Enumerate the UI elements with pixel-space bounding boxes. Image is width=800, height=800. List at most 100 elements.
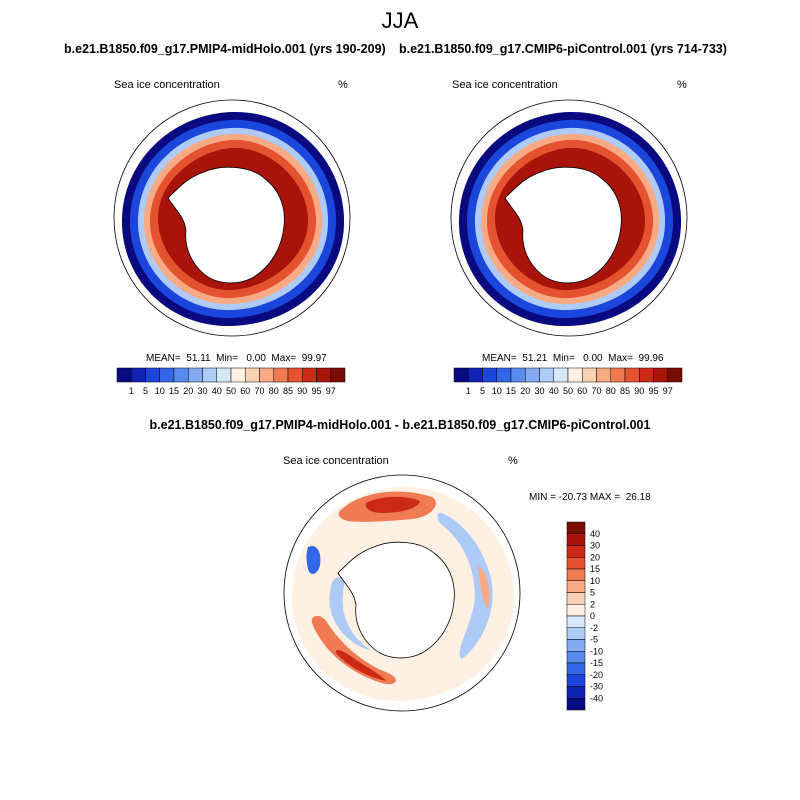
- panel2-colorbar-tick-label: 95: [648, 386, 658, 396]
- panel1-colorbar-tick-label: 97: [326, 386, 336, 396]
- panel1-colorbar: 1 5 10 15 20 30 40 50 60 70 80 85 90 95 97: [116, 367, 346, 396]
- panel1-colorbar-tick-label: 60: [240, 386, 250, 396]
- diff-strong-positive-north: [365, 496, 420, 513]
- difference-colorbar-swatch: [566, 651, 586, 664]
- panel1-colorbar-swatch: [287, 367, 303, 383]
- difference-colorbar-swatch: [566, 580, 586, 593]
- difference-colorbar-swatch: [566, 615, 586, 628]
- panel2-colorbar-tick-label: 60: [577, 386, 587, 396]
- panel1-colorbar-swatch: [216, 367, 232, 383]
- panel2-title: b.e21.B1850.f09_g17.CMIP6-piControl.001 …: [399, 42, 727, 56]
- panel1-colorbar-tick-label: 90: [297, 386, 307, 396]
- panel2-colorbar-swatch: [653, 367, 668, 383]
- difference-colorbar-tick-label: 15: [590, 564, 600, 574]
- difference-variable-label: Sea ice concentration: [283, 455, 389, 467]
- difference-colorbar-swatch: [566, 545, 586, 558]
- panel2-colorbar-tick-label: 70: [591, 386, 601, 396]
- panel2-polar-map: [450, 99, 688, 337]
- difference-colorbar-swatch: [566, 604, 586, 617]
- difference-colorbar-swatch: [566, 686, 586, 699]
- difference-colorbar-tick-label: -40: [590, 693, 603, 703]
- difference-colorbar-tick-label: 20: [590, 552, 600, 562]
- panel1-colorbar-tick-label: 40: [212, 386, 222, 396]
- panel1-colorbar-swatch: [230, 367, 246, 383]
- difference-colorbar-tick-label: -2: [590, 623, 598, 633]
- panel2-colorbar-swatch: [667, 367, 683, 383]
- difference-colorbar-swatch: [566, 639, 586, 652]
- panel2-variable-label: Sea ice concentration: [452, 79, 558, 91]
- difference-colorbar-swatch: [566, 674, 586, 687]
- panel2-colorbar-swatch: [453, 367, 469, 383]
- panel1-units-label: %: [338, 79, 348, 91]
- difference-colorbar-tick-label: -5: [590, 635, 598, 645]
- panel2-colorbar-swatch: [510, 367, 526, 383]
- difference-colorbar-swatch: [566, 557, 586, 570]
- difference-minmax: MIN = -20.73 MAX = 26.18: [529, 492, 651, 503]
- difference-colorbar-tick-label: -30: [590, 682, 603, 692]
- difference-colorbar-swatch: [566, 662, 586, 675]
- antarctica-landmass: [337, 541, 455, 659]
- diff-negative-anomaly-east: [437, 512, 493, 659]
- panel1-polar-map: [113, 99, 351, 337]
- panel1-colorbar-tick-label: 95: [311, 386, 321, 396]
- panel2-colorbar-tick-label: 10: [492, 386, 502, 396]
- panel2-colorbar-tick-label: 90: [634, 386, 644, 396]
- panel2-colorbar-swatch: [553, 367, 569, 383]
- panel1-colorbar-tick-label: 80: [269, 386, 279, 396]
- panel2-colorbar-tick-label: 80: [606, 386, 616, 396]
- panel2-colorbar-swatch: [624, 367, 640, 383]
- panel2-units-label: %: [677, 79, 687, 91]
- panel2-colorbar-swatch: [596, 367, 611, 383]
- difference-colorbar-swatch: [566, 568, 586, 581]
- difference-colorbar-tick-label: -15: [590, 658, 603, 668]
- panel2-colorbar-swatch: [582, 367, 597, 383]
- panel2-colorbar-tick-label: 85: [620, 386, 630, 396]
- difference-colorbar-tick-label: -20: [590, 670, 603, 680]
- panel2-stats: MEAN= 51.21 Min= 0.00 Max= 99.96: [482, 353, 664, 364]
- panel2-colorbar-swatch: [525, 367, 540, 383]
- panel2-colorbar-swatch: [639, 367, 654, 383]
- difference-colorbar-tick-label: 30: [590, 541, 600, 551]
- difference-colorbar-tick-label: 2: [590, 599, 595, 609]
- panel2-colorbar-tick-label: 20: [520, 386, 530, 396]
- difference-colorbar-swatch: [566, 698, 586, 711]
- panel1-title: b.e21.B1850.f09_g17.PMIP4-midHolo.001 (y…: [64, 42, 386, 56]
- panel1-colorbar-tick-label: 70: [254, 386, 264, 396]
- panel2-colorbar-swatch: [610, 367, 626, 383]
- panel2-colorbar-swatch: [482, 367, 497, 383]
- panel2-colorbar-tick-label: 5: [480, 386, 485, 396]
- difference-colorbar-swatch: [566, 592, 586, 605]
- panel2-colorbar-tick-label: 30: [534, 386, 544, 396]
- panel1-colorbar-tick-label: 85: [283, 386, 293, 396]
- panel1-colorbar-swatch: [273, 367, 289, 383]
- panel1-colorbar-swatch: [116, 367, 132, 383]
- panel2-colorbar-tick-label: 15: [506, 386, 516, 396]
- panel2-colorbar-tick-label: 1: [466, 386, 471, 396]
- season-title: JJA: [381, 8, 419, 33]
- panel1-variable-label: Sea ice concentration: [114, 79, 220, 91]
- diff-strong-positive-south: [335, 650, 386, 681]
- panel1-stats: MEAN= 51.11 Min= 0.00 Max= 99.97: [146, 353, 327, 364]
- difference-colorbar-tick-label: 5: [590, 588, 595, 598]
- difference-colorbar-tick-label: 0: [590, 611, 595, 621]
- difference-colorbar-swatch: [566, 627, 586, 640]
- panel1-colorbar-swatch: [316, 367, 331, 383]
- difference-title: b.e21.B1850.f09_g17.PMIP4-midHolo.001 - …: [149, 418, 651, 432]
- antarctica-landmass: [504, 166, 622, 284]
- antarctica-landmass: [167, 166, 285, 284]
- difference-polar-map: [283, 474, 521, 712]
- difference-colorbar-swatch: [566, 521, 586, 534]
- panel2-colorbar-tick-label: 97: [663, 386, 673, 396]
- difference-colorbar-tick-label: 10: [590, 576, 600, 586]
- panel1-colorbar-swatch: [302, 367, 317, 383]
- panel1-colorbar-tick-label: 30: [197, 386, 207, 396]
- panel1-colorbar-swatch: [330, 367, 346, 383]
- panel2-colorbar: 1 5 10 15 20 30 40 50 60 70 80 85 90 95 97: [453, 367, 683, 396]
- panel2-colorbar-swatch: [468, 367, 483, 383]
- diff-positive-anomaly-south: [311, 615, 396, 685]
- panel1-colorbar-tick-label: 15: [169, 386, 179, 396]
- diff-strong-negative-west: [306, 545, 321, 574]
- panel1-colorbar-tick-label: 20: [183, 386, 193, 396]
- diff-positive-anomaly-east: [478, 565, 490, 609]
